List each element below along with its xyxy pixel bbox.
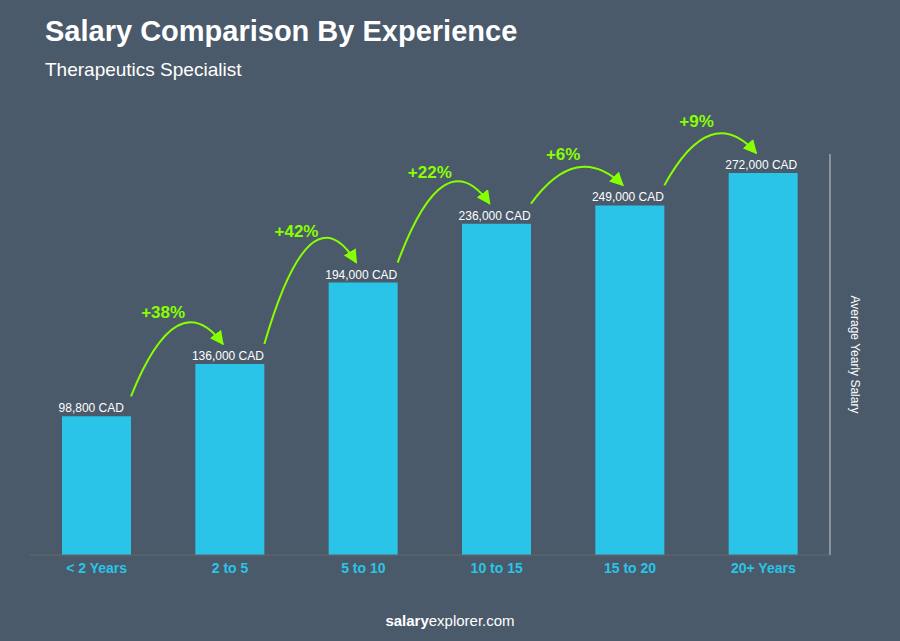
- html-text:salary explorer.com: salary explorer.com: [385, 612, 515, 629]
- html-text:Salary Comparison By Experienc: Salary Comparison By Experience: [45, 15, 518, 47]
- svg-text:+42%: +42%: [275, 222, 319, 241]
- svg-text:Average Yearly Salary: Average Yearly Salary: [848, 296, 862, 414]
- html-text:Therapeutics Specialist: Therapeutics Specialist: [45, 59, 242, 80]
- svg-text:15 to 20: 15 to 20: [604, 560, 656, 576]
- svg-text:236,000 CAD: 236,000 CAD: [459, 209, 531, 223]
- svg-text:98,800 CAD: 98,800 CAD: [59, 401, 125, 415]
- svg-text:+38%: +38%: [141, 303, 185, 322]
- svg-text:272,000 CAD: 272,000 CAD: [725, 158, 797, 172]
- svg-text:+9%: +9%: [679, 112, 714, 131]
- svg-text:136,000 CAD: 136,000 CAD: [192, 349, 264, 363]
- svg-text:+6%: +6%: [546, 145, 581, 164]
- svg-text:< 2 Years: < 2 Years: [66, 560, 127, 576]
- svg-text:5 to 10: 5 to 10: [341, 560, 386, 576]
- svg-text:10 to 15: 10 to 15: [471, 560, 523, 576]
- svg-text:249,000 CAD: 249,000 CAD: [592, 190, 664, 204]
- svg-text:20+ Years: 20+ Years: [731, 560, 796, 576]
- svg-text:2 to 5: 2 to 5: [212, 560, 249, 576]
- svg-text:194,000 CAD: 194,000 CAD: [325, 268, 397, 282]
- svg-text:+22%: +22%: [408, 163, 452, 182]
